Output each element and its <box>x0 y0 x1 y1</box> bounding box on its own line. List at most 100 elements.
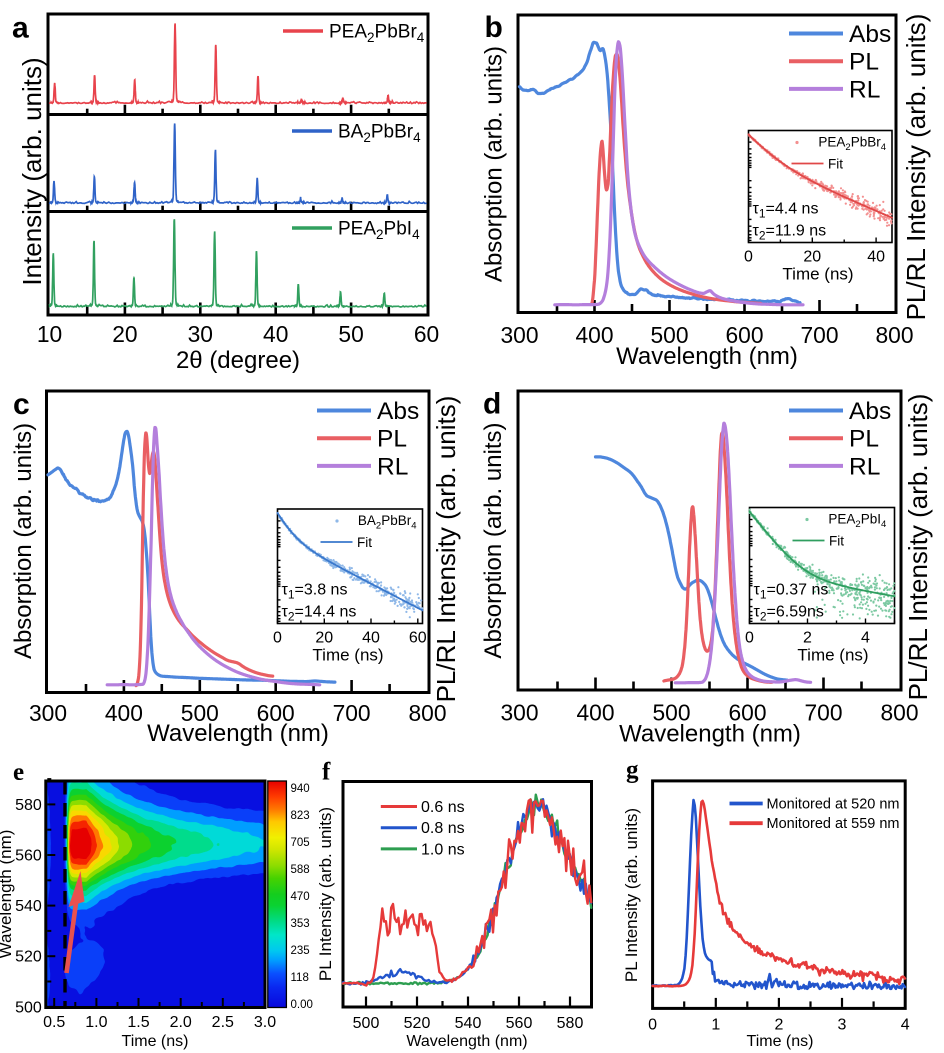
svg-text:40: 40 <box>263 321 288 347</box>
svg-text:RL: RL <box>377 453 408 480</box>
svg-text:Fit: Fit <box>829 534 844 549</box>
svg-text:3: 3 <box>838 1017 847 1034</box>
svg-text:700: 700 <box>804 700 842 726</box>
svg-text:600: 600 <box>257 700 295 726</box>
svg-text:Fit: Fit <box>828 157 843 172</box>
svg-text:500: 500 <box>15 999 42 1016</box>
svg-text:τ2=11.9 ns: τ2=11.9 ns <box>753 223 827 243</box>
svg-text:50: 50 <box>338 321 363 347</box>
svg-text:0.6 ns: 0.6 ns <box>421 799 465 816</box>
svg-text:PL Intensity (arb. units): PL Intensity (arb. units) <box>316 807 335 981</box>
svg-text:1.0: 1.0 <box>85 1014 107 1031</box>
svg-text:0: 0 <box>273 630 282 647</box>
svg-text:0: 0 <box>648 1017 657 1034</box>
svg-text:Monitored at 520 nm: Monitored at 520 nm <box>767 797 900 813</box>
svg-text:500: 500 <box>650 322 688 348</box>
svg-text:40: 40 <box>362 630 380 647</box>
svg-text:d: d <box>483 388 501 421</box>
svg-text:300: 300 <box>500 322 538 348</box>
svg-text:400: 400 <box>576 700 614 726</box>
svg-text:560: 560 <box>15 848 42 865</box>
svg-text:PL: PL <box>377 426 407 453</box>
svg-text:Time (ns): Time (ns) <box>782 265 853 284</box>
svg-text:1: 1 <box>711 1017 720 1034</box>
svg-text:τ1=4.4 ns: τ1=4.4 ns <box>753 201 819 221</box>
svg-text:20: 20 <box>112 321 137 347</box>
svg-text:Wavelength (nm): Wavelength (nm) <box>0 830 15 959</box>
svg-text:235: 235 <box>291 945 310 957</box>
svg-text:300: 300 <box>29 700 67 726</box>
svg-text:τ2=14.4 ns: τ2=14.4 ns <box>282 604 357 624</box>
svg-text:540: 540 <box>15 898 42 915</box>
svg-text:705: 705 <box>291 837 310 849</box>
svg-text:560: 560 <box>506 1015 533 1032</box>
svg-text:940: 940 <box>291 783 310 795</box>
svg-text:588: 588 <box>291 864 310 876</box>
svg-text:Time (ns): Time (ns) <box>797 646 868 665</box>
svg-text:600: 600 <box>728 700 766 726</box>
svg-text:0.8 ns: 0.8 ns <box>421 820 465 837</box>
svg-text:540: 540 <box>455 1015 482 1032</box>
svg-text:b: b <box>485 11 503 44</box>
svg-text:Absorption (arb. units): Absorption (arb. units) <box>481 46 508 282</box>
svg-text:500: 500 <box>181 700 219 726</box>
svg-text:PEA2PbI4: PEA2PbI4 <box>338 219 420 243</box>
svg-text:Intensity (arb. units): Intensity (arb. units) <box>17 57 47 285</box>
svg-text:Time (ns): Time (ns) <box>747 1033 814 1050</box>
svg-text:1.0 ns: 1.0 ns <box>421 841 465 858</box>
svg-text:Wavelength (nm): Wavelength (nm) <box>406 1033 527 1050</box>
svg-text:PL Intensity (arb. units): PL Intensity (arb. units) <box>622 808 641 982</box>
svg-text:g: g <box>626 757 639 784</box>
svg-text:600: 600 <box>725 322 763 348</box>
svg-text:a: a <box>12 12 29 45</box>
svg-text:PEA2PbBr4: PEA2PbBr4 <box>329 22 425 46</box>
svg-text:τ2=6.59ns: τ2=6.59ns <box>754 604 824 624</box>
svg-text:BA2PbBr4: BA2PbBr4 <box>338 122 421 146</box>
svg-text:400: 400 <box>105 700 143 726</box>
svg-text:PEA2PbBr4: PEA2PbBr4 <box>818 135 886 153</box>
svg-text:520: 520 <box>404 1015 431 1032</box>
svg-text:Abs: Abs <box>377 398 419 425</box>
svg-text:PEA2PbI4: PEA2PbI4 <box>828 512 886 530</box>
svg-text:700: 700 <box>333 700 371 726</box>
svg-text:800: 800 <box>875 322 913 348</box>
svg-text:τ1=3.8 ns: τ1=3.8 ns <box>282 582 348 602</box>
svg-text:118: 118 <box>291 972 309 984</box>
svg-text:0.5: 0.5 <box>43 1014 65 1031</box>
svg-text:Fit: Fit <box>357 535 372 550</box>
svg-text:0: 0 <box>744 249 753 266</box>
svg-text:c: c <box>13 388 30 421</box>
svg-text:2θ (degree): 2θ (degree) <box>176 347 300 374</box>
svg-text:PL/RL Intensity (arb. units): PL/RL Intensity (arb. units) <box>431 396 461 703</box>
svg-text:Monitored at 559 nm: Monitored at 559 nm <box>767 816 900 832</box>
svg-text:470: 470 <box>291 891 310 903</box>
svg-text:τ1=0.37 ns: τ1=0.37 ns <box>754 582 829 602</box>
svg-text:30: 30 <box>188 321 213 347</box>
svg-text:3.0: 3.0 <box>254 1014 276 1031</box>
svg-text:e: e <box>13 759 24 786</box>
svg-text:500: 500 <box>353 1015 380 1032</box>
svg-text:580: 580 <box>15 797 42 814</box>
svg-text:0: 0 <box>745 630 754 647</box>
svg-text:Time (ns): Time (ns) <box>122 1033 189 1050</box>
svg-text:RL: RL <box>849 76 880 103</box>
svg-text:Time (ns): Time (ns) <box>312 646 383 665</box>
svg-text:20: 20 <box>315 630 333 647</box>
svg-text:PL: PL <box>849 49 879 76</box>
svg-text:2.5: 2.5 <box>212 1014 234 1031</box>
svg-text:800: 800 <box>408 700 446 726</box>
svg-text:Wavelength (nm): Wavelength (nm) <box>619 721 801 748</box>
svg-text:10: 10 <box>37 321 62 347</box>
svg-text:RL: RL <box>849 453 880 480</box>
svg-text:Absorption (arb. units): Absorption (arb. units) <box>10 423 37 659</box>
svg-text:Abs: Abs <box>849 398 891 425</box>
svg-text:Wavelength (nm): Wavelength (nm) <box>147 720 329 747</box>
svg-text:500: 500 <box>652 700 690 726</box>
svg-text:2: 2 <box>774 1017 783 1034</box>
svg-text:40: 40 <box>867 249 885 266</box>
svg-text:800: 800 <box>880 700 918 726</box>
svg-text:BA2PbBr4: BA2PbBr4 <box>358 513 417 531</box>
svg-text:Wavelength (nm): Wavelength (nm) <box>616 343 798 370</box>
svg-text:1.5: 1.5 <box>127 1014 149 1031</box>
svg-text:20: 20 <box>803 249 821 266</box>
